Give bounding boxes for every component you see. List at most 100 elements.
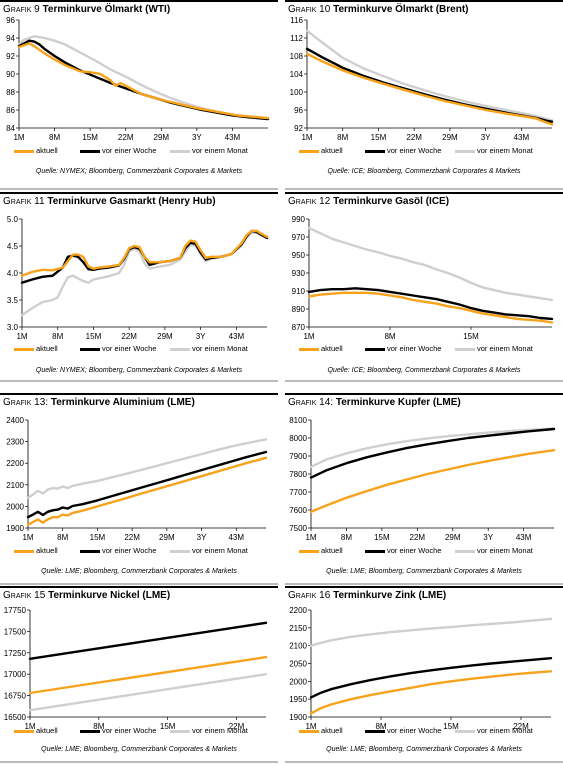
legend-label: aktuell	[321, 546, 343, 555]
legend-swatch	[80, 149, 100, 153]
chart-header: Grafik 11 Terminkurve Gasmarkt (Henry Hu…	[0, 192, 278, 208]
chart-number: 12	[316, 196, 334, 207]
legend-swatch	[80, 729, 100, 733]
chart-title-text: Terminkurve Ölmarkt (Brent)	[333, 4, 469, 15]
y-tick-label: 2150	[289, 624, 307, 633]
legend-label: aktuell	[36, 726, 58, 735]
chart-header: Grafik 14: Terminkurve Kupfer (LME)	[285, 393, 563, 409]
series-line-vor-einem-monat	[307, 226, 554, 302]
legend-label: vor einem Monat	[477, 546, 533, 555]
chart-label: Grafik	[288, 590, 317, 601]
chart-number: 9	[31, 4, 43, 15]
legend-swatch	[299, 149, 319, 153]
legend-swatch	[170, 149, 190, 153]
legend-item-aktuell: aktuell	[14, 146, 58, 155]
legend-item-vor-einem-monat: vor einem Monat	[170, 146, 248, 155]
x-tick-label: 3Y	[197, 533, 207, 542]
chart-header: Grafik 16 Terminkurve Zink (LME)	[285, 586, 563, 602]
chart-source: Quelle: ICE; Bloomberg, Commerzbank Corp…	[327, 168, 521, 175]
y-tick-label: 112	[290, 34, 303, 43]
chart-panel-aluminium: Grafik 13: Terminkurve Aluminium (LME) 19…	[0, 393, 278, 586]
legend-item-vor-einem-monat: vor einem Monat	[170, 344, 248, 353]
series-line-vor-einem-monat	[28, 672, 268, 712]
chart-title-text: Terminkurve Gasmarkt (Henry Hub)	[47, 196, 216, 207]
series-line-aktuell	[17, 42, 270, 120]
chart-title: Grafik 10 Terminkurve Ölmarkt (Brent)	[288, 4, 469, 15]
chart-header: Grafik 15 Terminkurve Nickel (LME)	[0, 586, 278, 602]
legend-item-vor-einer-woche: vor einer Woche	[80, 146, 156, 155]
legend-item-aktuell: aktuell	[299, 726, 343, 735]
chart-source: Quelle: LME; Bloomberg, Commerzbank Corp…	[41, 746, 237, 753]
chart-number: 13:	[31, 397, 51, 408]
y-tick-label: 8000	[289, 434, 307, 443]
legend-label: vor einer Woche	[387, 146, 442, 155]
chart-plot: 870 890 910 930 950 970 990 1M 8M 15M	[292, 215, 554, 341]
chart-legend: aktuell vor einer Woche vor einem Monat	[0, 146, 278, 156]
legend-swatch	[170, 729, 190, 733]
legend-swatch	[455, 149, 475, 153]
x-tick-label: 29M	[154, 133, 170, 142]
chart-source: Quelle: NYMEX; Bloomberg, Commerzbank Co…	[35, 367, 243, 374]
legend-item-aktuell: aktuell	[299, 344, 343, 353]
legend-item-vor-einer-woche: vor einer Woche	[80, 726, 156, 735]
x-tick-label: 1M	[305, 722, 316, 731]
x-tick-label: 43M	[514, 133, 530, 142]
x-tick-label: 1M	[13, 133, 24, 142]
chart-title: Grafik 13: Terminkurve Aluminium (LME)	[3, 397, 195, 408]
panel-separator	[285, 188, 563, 190]
series-line-vor-einem-monat	[309, 617, 553, 647]
x-tick-label: 22M	[229, 722, 245, 731]
x-tick-label: 43M	[228, 533, 244, 542]
x-tick-label: 8M	[52, 332, 63, 341]
chart-title-text: Terminkurve Aluminium (LME)	[50, 397, 195, 408]
chart-title: Grafik 15 Terminkurve Nickel (LME)	[3, 590, 170, 601]
legend-item-aktuell: aktuell	[299, 546, 343, 555]
series-line-vor-einer-woche	[309, 427, 556, 479]
x-tick-label: 22M	[513, 722, 529, 731]
y-tick-label: 92	[6, 52, 15, 61]
legend-swatch	[365, 347, 385, 351]
legend-swatch	[455, 729, 475, 733]
legend-item-vor-einem-monat: vor einem Monat	[170, 726, 248, 735]
panel-separator	[0, 380, 278, 382]
chart-legend: aktuell vor einer Woche vor einem Monat	[0, 344, 278, 354]
legend-label: vor einer Woche	[102, 146, 157, 155]
y-tick-label: 2200	[289, 606, 307, 615]
y-tick-label: 2100	[6, 481, 24, 490]
y-tick-label: 16750	[4, 692, 27, 701]
panel-separator	[0, 583, 278, 585]
y-tick-label: 90	[6, 70, 15, 79]
y-tick-label: 17750	[4, 606, 27, 615]
x-tick-label: 8M	[384, 332, 395, 341]
legend-swatch	[170, 347, 190, 351]
chart-panel-henry-hub: Grafik 11 Terminkurve Gasmarkt (Henry Hu…	[0, 192, 278, 385]
x-tick-label: 8M	[49, 133, 60, 142]
x-tick-label: 22M	[406, 133, 422, 142]
x-tick-label: 29M	[442, 133, 458, 142]
y-tick-label: 86	[6, 106, 15, 115]
x-tick-label: 43M	[229, 332, 245, 341]
x-tick-label: 3Y	[481, 133, 491, 142]
panel-separator	[0, 761, 278, 763]
legend-label: aktuell	[321, 344, 343, 353]
legend-swatch	[14, 149, 34, 153]
chart-legend: aktuell vor einer Woche vor einem Monat	[285, 344, 563, 354]
x-tick-label: 22M	[121, 332, 137, 341]
y-tick-label: 2000	[6, 502, 24, 511]
legend-label: vor einem Monat	[192, 546, 248, 555]
legend-swatch	[14, 347, 34, 351]
y-tick-label: 7800	[289, 470, 307, 479]
y-tick-label: 7500	[289, 524, 307, 533]
y-tick-label: 3.0	[7, 323, 19, 332]
legend-swatch	[299, 729, 319, 733]
y-tick-label: 2000	[289, 677, 307, 686]
legend-swatch	[365, 549, 385, 553]
legend-item-aktuell: aktuell	[299, 146, 343, 155]
series-line-aktuell	[20, 229, 269, 277]
panel-separator	[285, 380, 563, 382]
panel-separator	[285, 761, 563, 763]
series-line-aktuell	[305, 52, 554, 126]
y-tick-label: 2400	[6, 416, 24, 425]
x-tick-label: 43M	[516, 533, 532, 542]
chart-title: Grafik 16 Terminkurve Zink (LME)	[288, 590, 446, 601]
